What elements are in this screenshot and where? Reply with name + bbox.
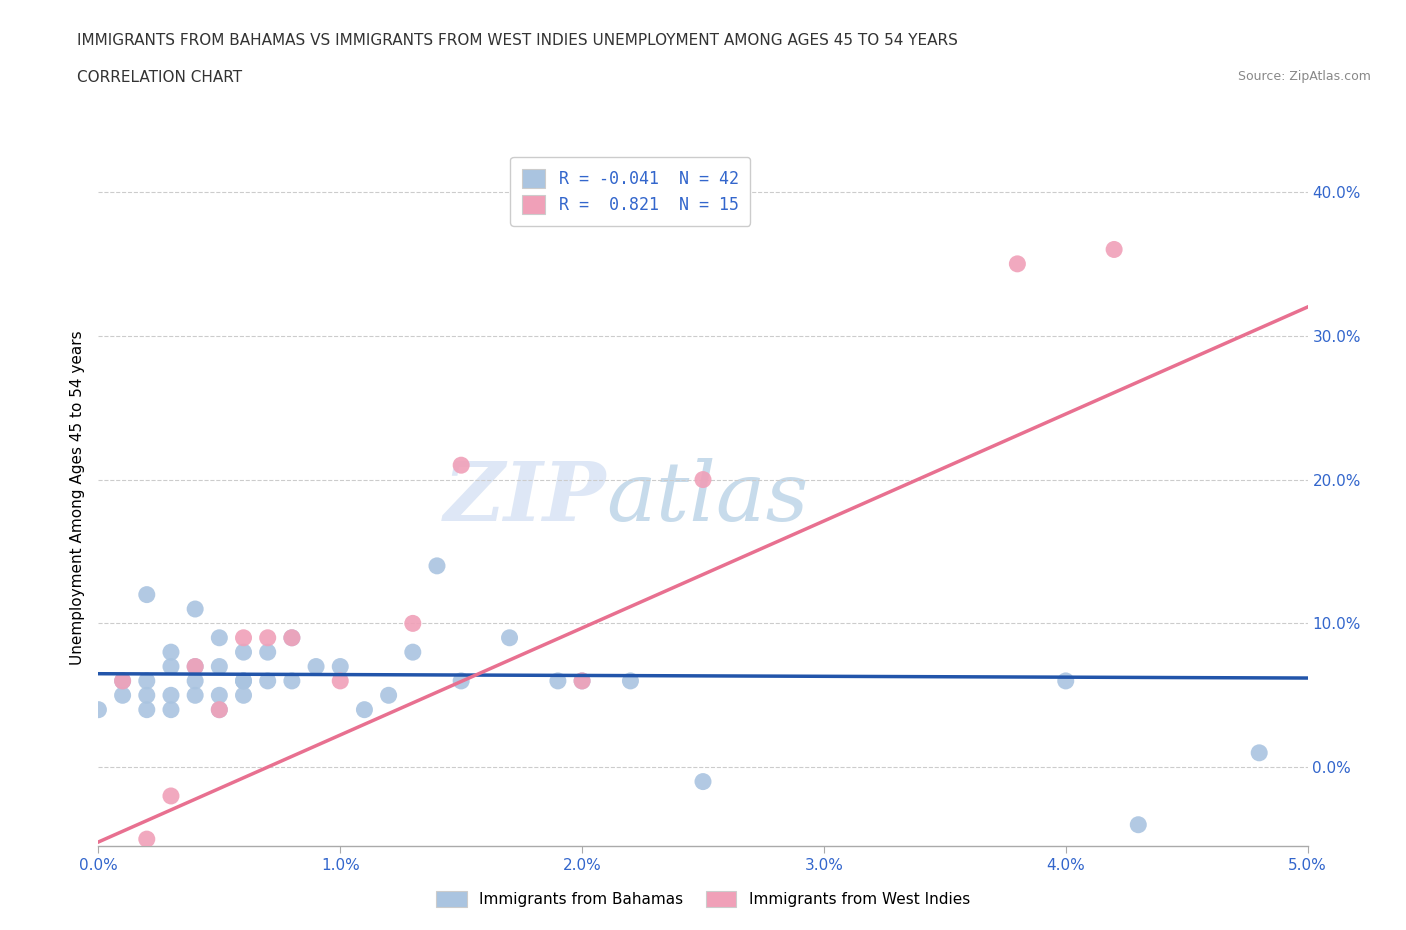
- Point: [329, 673, 352, 688]
- Point: [208, 659, 231, 674]
- Point: [111, 673, 134, 688]
- Point: [305, 659, 328, 674]
- Point: [619, 673, 641, 688]
- Point: [450, 458, 472, 472]
- Text: atlas: atlas: [606, 458, 808, 538]
- Point: [232, 688, 254, 703]
- Point: [135, 673, 157, 688]
- Point: [498, 631, 520, 645]
- Point: [426, 558, 449, 573]
- Point: [402, 616, 425, 631]
- Point: [571, 673, 593, 688]
- Point: [135, 702, 157, 717]
- Point: [281, 631, 304, 645]
- Point: [353, 702, 375, 717]
- Point: [135, 587, 157, 602]
- Point: [160, 789, 183, 804]
- Point: [256, 673, 278, 688]
- Point: [111, 688, 134, 703]
- Point: [184, 602, 207, 617]
- Legend: Immigrants from Bahamas, Immigrants from West Indies: Immigrants from Bahamas, Immigrants from…: [430, 884, 976, 913]
- Point: [208, 702, 231, 717]
- Point: [232, 673, 254, 688]
- Legend: R = -0.041  N = 42, R =  0.821  N = 15: R = -0.041 N = 42, R = 0.821 N = 15: [510, 157, 751, 226]
- Point: [111, 673, 134, 688]
- Point: [377, 688, 399, 703]
- Text: Source: ZipAtlas.com: Source: ZipAtlas.com: [1237, 70, 1371, 83]
- Point: [184, 673, 207, 688]
- Point: [281, 673, 304, 688]
- Point: [135, 688, 157, 703]
- Point: [256, 631, 278, 645]
- Point: [571, 673, 593, 688]
- Point: [184, 659, 207, 674]
- Point: [208, 688, 231, 703]
- Point: [184, 659, 207, 674]
- Point: [1054, 673, 1077, 688]
- Point: [208, 702, 231, 717]
- Point: [184, 688, 207, 703]
- Point: [232, 644, 254, 659]
- Point: [87, 702, 110, 717]
- Point: [329, 659, 352, 674]
- Point: [281, 631, 304, 645]
- Point: [450, 673, 472, 688]
- Point: [402, 644, 425, 659]
- Point: [160, 644, 183, 659]
- Text: ZIP: ZIP: [444, 458, 606, 538]
- Point: [1007, 257, 1029, 272]
- Point: [1102, 242, 1125, 257]
- Point: [232, 631, 254, 645]
- Point: [160, 659, 183, 674]
- Point: [1128, 817, 1150, 832]
- Point: [547, 673, 569, 688]
- Point: [160, 702, 183, 717]
- Point: [1249, 745, 1271, 760]
- Point: [256, 644, 278, 659]
- Text: IMMIGRANTS FROM BAHAMAS VS IMMIGRANTS FROM WEST INDIES UNEMPLOYMENT AMONG AGES 4: IMMIGRANTS FROM BAHAMAS VS IMMIGRANTS FR…: [77, 33, 959, 47]
- Point: [160, 688, 183, 703]
- Point: [232, 673, 254, 688]
- Text: CORRELATION CHART: CORRELATION CHART: [77, 70, 242, 85]
- Point: [692, 472, 714, 487]
- Point: [135, 831, 157, 846]
- Point: [692, 774, 714, 789]
- Y-axis label: Unemployment Among Ages 45 to 54 years: Unemployment Among Ages 45 to 54 years: [70, 330, 86, 665]
- Point: [208, 631, 231, 645]
